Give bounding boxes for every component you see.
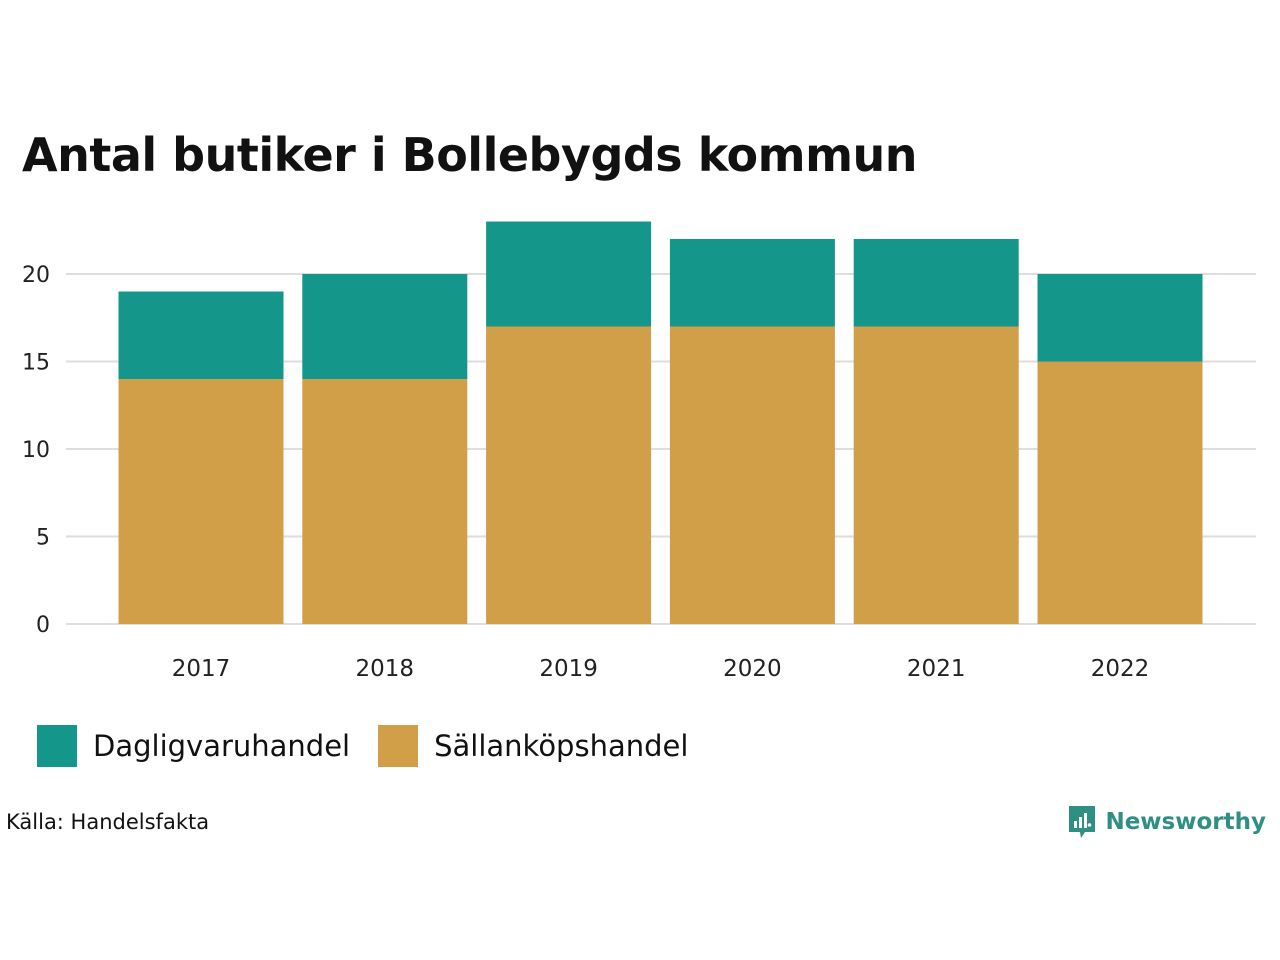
brand: Newsworthy (1067, 804, 1266, 840)
y-tick-label: 5 (36, 526, 50, 551)
bar-chart: 0 5 10 15 20 2017 2018 2019 2020 2021 2022 (22, 221, 1256, 682)
legend-item-sallankopshandel: Sällanköpshandel (378, 725, 688, 767)
bar-dagligvaruhandel-2022 (1037, 274, 1203, 362)
bar-dagligvaruhandel-2019 (486, 221, 652, 327)
x-tick-label: 2020 (723, 656, 782, 682)
x-axis-ticks: 2017 2018 2019 2020 2021 2022 (172, 656, 1150, 682)
source-note: Källa: Handelsfakta (6, 810, 210, 834)
legend: Dagligvaruhandel Sällanköpshandel (37, 725, 716, 767)
x-tick-label: 2019 (539, 656, 598, 682)
bars (118, 221, 1203, 624)
legend-swatch-sallankopshandel (378, 725, 419, 767)
y-tick-label: 15 (22, 351, 50, 376)
x-tick-label: 2017 (172, 656, 231, 682)
legend-swatch-dagligvaruhandel (37, 725, 77, 767)
y-tick-label: 10 (22, 438, 50, 463)
bar-sallankopshandel-2022 (1037, 361, 1203, 624)
legend-label-dagligvaruhandel: Dagligvaruhandel (93, 729, 351, 763)
bar-dagligvaruhandel-2017 (118, 291, 284, 379)
x-tick-label: 2021 (907, 656, 966, 682)
newsworthy-logo-icon (1069, 806, 1096, 838)
bar-sallankopshandel-2020 (669, 326, 835, 624)
chart-title: Antal butiker i Bollebygds kommun (22, 128, 918, 182)
y-axis-ticks: 0 5 10 15 20 (22, 263, 50, 638)
x-tick-label: 2018 (356, 656, 415, 682)
bar-dagligvaruhandel-2021 (853, 239, 1019, 327)
x-tick-label: 2022 (1091, 656, 1150, 682)
brand-name: Newsworthy (1105, 809, 1266, 835)
bar-dagligvaruhandel-2018 (302, 274, 468, 379)
y-tick-label: 20 (22, 263, 50, 288)
bar-sallankopshandel-2018 (302, 379, 468, 624)
legend-item-dagligvaruhandel: Dagligvaruhandel (37, 725, 350, 767)
y-tick-label: 0 (36, 613, 50, 638)
bar-sallankopshandel-2019 (486, 326, 652, 624)
bar-dagligvaruhandel-2020 (669, 239, 835, 327)
bar-sallankopshandel-2017 (118, 379, 284, 624)
bar-sallankopshandel-2021 (853, 326, 1019, 624)
legend-label-sallankopshandel: Sällanköpshandel (434, 729, 689, 763)
